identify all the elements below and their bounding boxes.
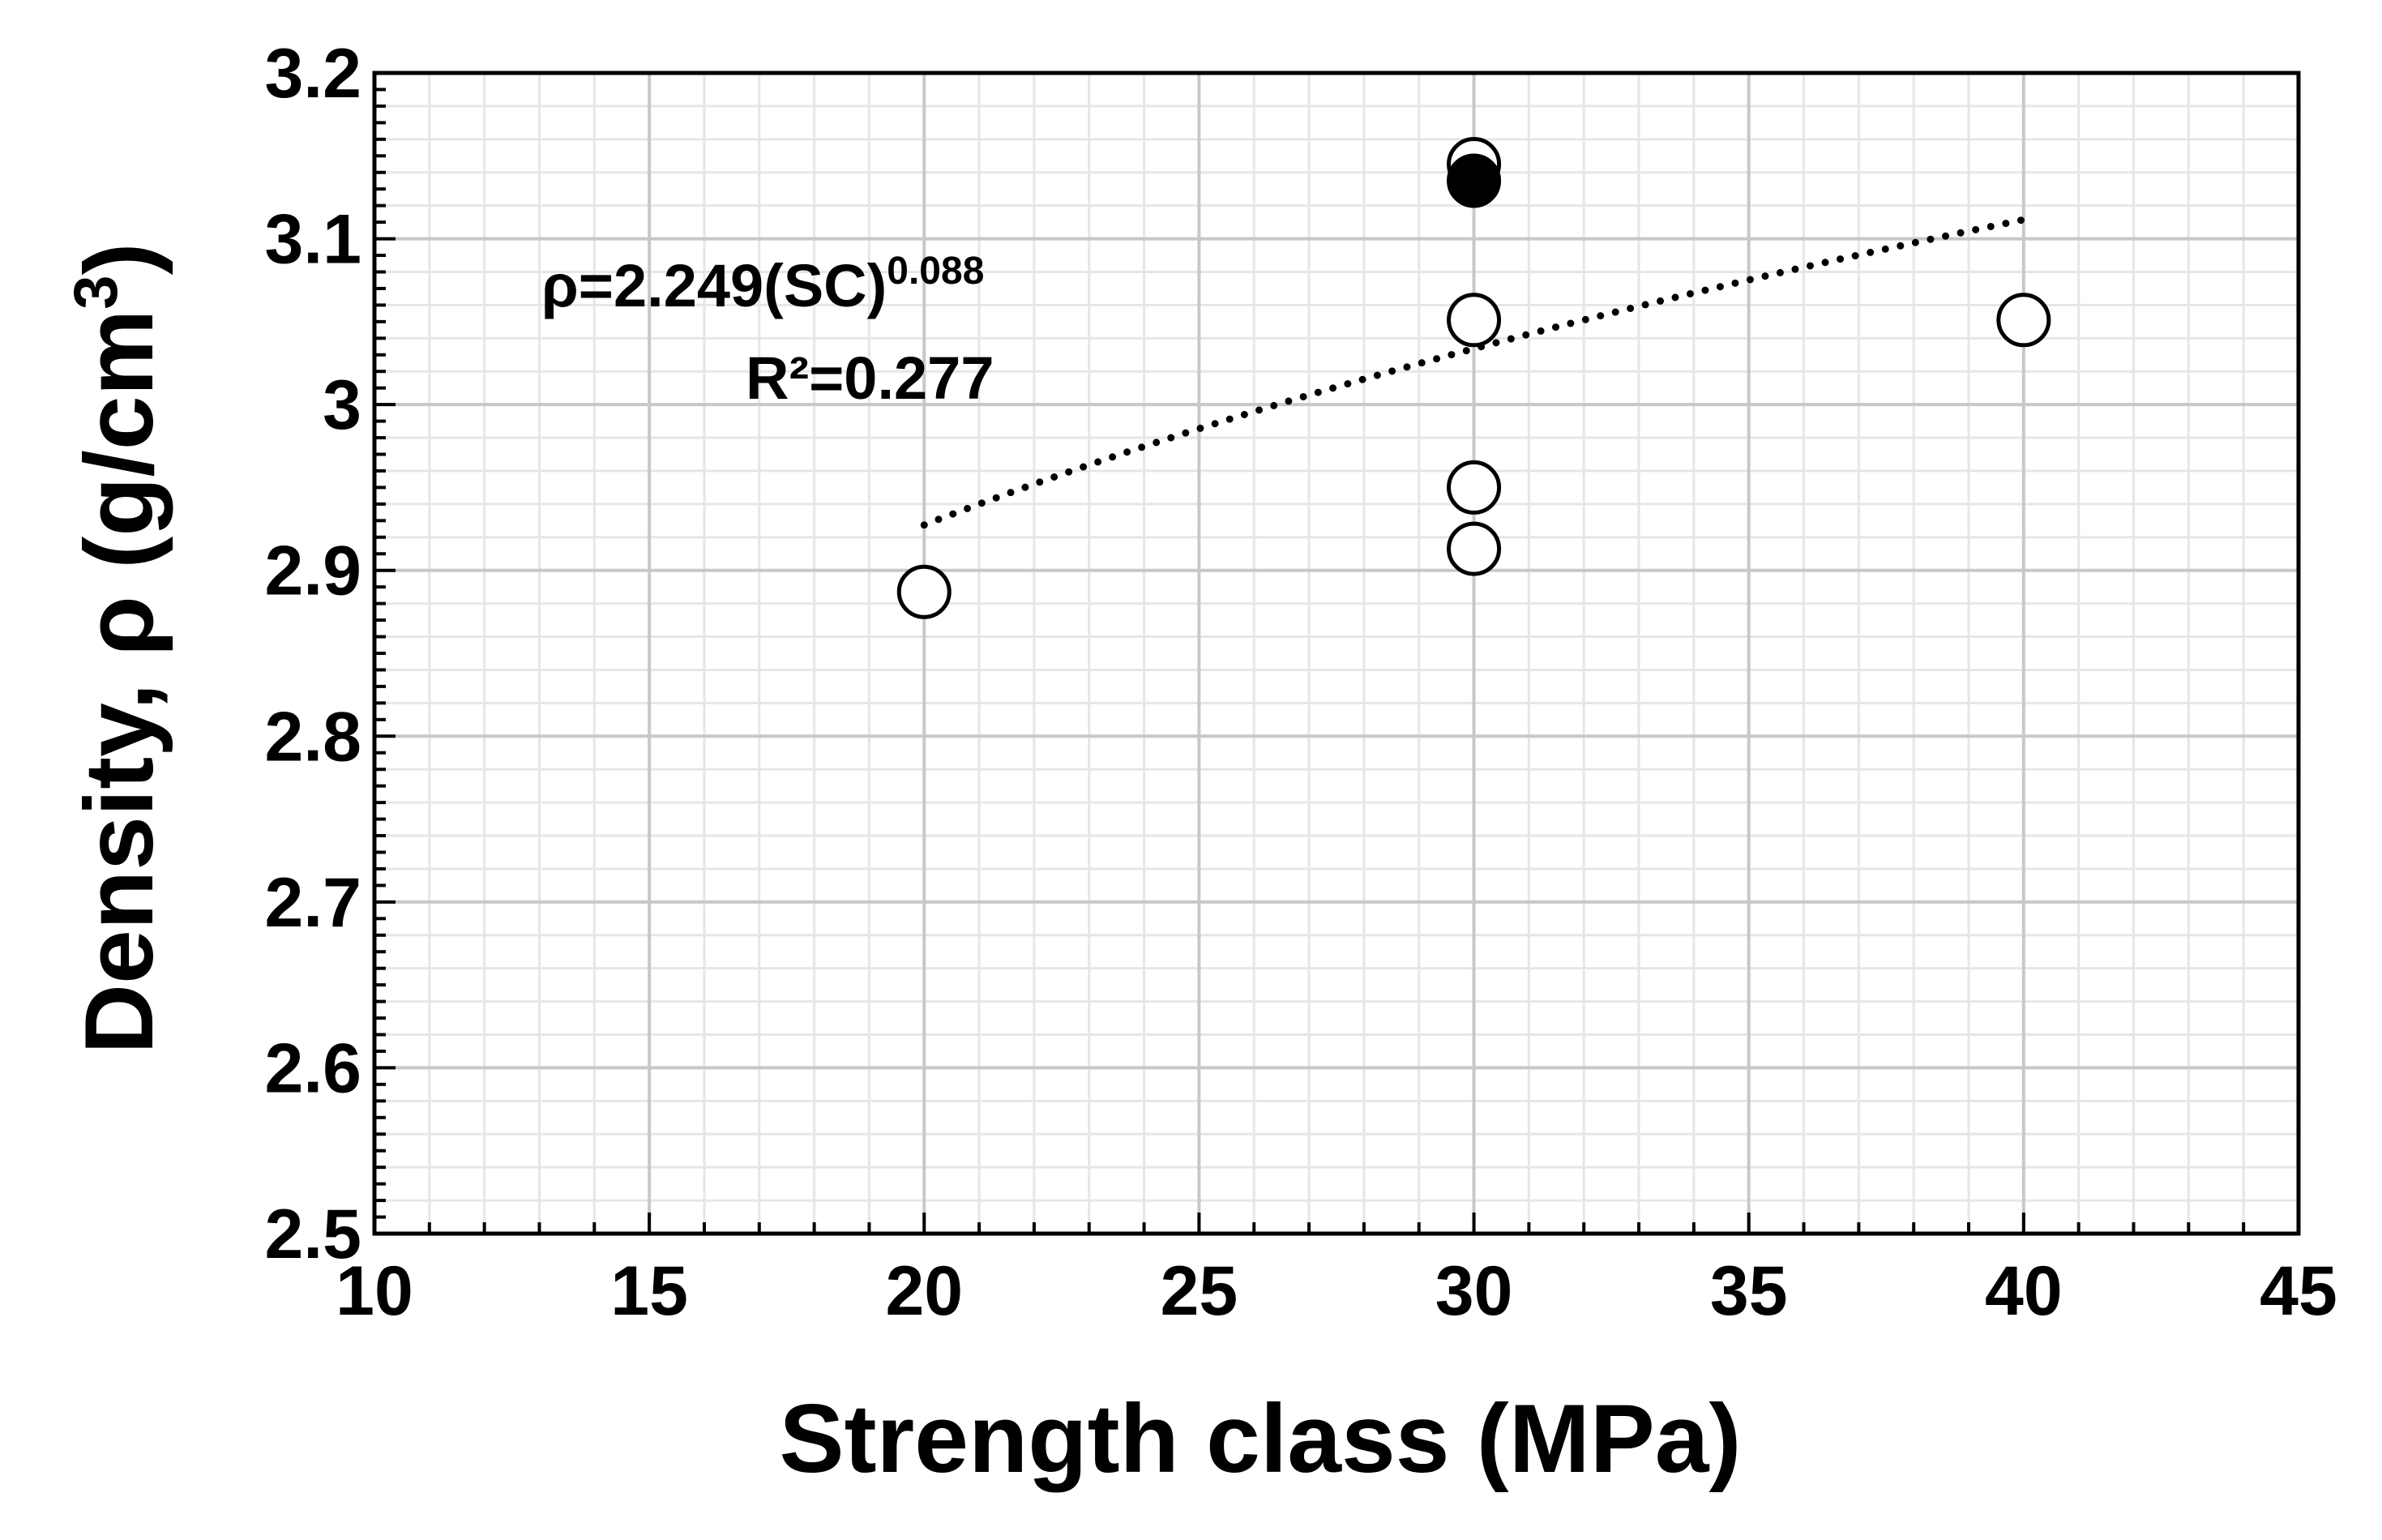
y-tick-label: 3 [323, 366, 361, 444]
plot-frame [372, 71, 2301, 1236]
y-tick-label: 2.6 [264, 1029, 361, 1107]
x-tick-labels: 10 15 20 25 30 35 40 45 [336, 1252, 2337, 1330]
fit-equation: ρ=2.249(SC)0.088 [541, 250, 984, 319]
y-tick-label: 2.8 [264, 698, 361, 776]
y-tick-label: 3.1 [264, 201, 361, 279]
y-axis-title-main: Density, ρ (g/cm [65, 310, 173, 1054]
y-tick-label: 2.9 [264, 533, 361, 610]
x-tick-label: 40 [1985, 1252, 2063, 1330]
power-fit-curve [920, 216, 2028, 529]
x-tick-label: 20 [885, 1252, 963, 1330]
open-data-point [896, 564, 952, 619]
fit-equation-exponent: 0.088 [887, 250, 984, 293]
open-data-point [1447, 460, 1502, 515]
y-axis-title-close: ) [65, 242, 173, 275]
y-axis-title-superscript: 3 [62, 275, 130, 309]
x-tick-label: 35 [1710, 1252, 1788, 1330]
x-tick-label: 15 [610, 1252, 688, 1330]
r-squared-label: R²=0.277 [746, 344, 994, 412]
filled-data-point [1447, 153, 1502, 208]
data-points [896, 137, 2051, 619]
y-tick-label: 2.7 [264, 864, 361, 942]
axis-ticks [373, 71, 2300, 1235]
x-axis-title: Strength class (MPa) [780, 1384, 1742, 1493]
open-data-point [1447, 293, 1502, 348]
x-tick-label: 25 [1161, 1252, 1238, 1330]
x-tick-label: 10 [336, 1252, 413, 1330]
y-axis-title: Density, ρ (g/cm3) [62, 242, 173, 1054]
minor-gridlines [374, 73, 2299, 1234]
open-data-point [1447, 521, 1502, 576]
fit-equation-main: ρ=2.249(SC) [541, 252, 887, 319]
open-data-point [1996, 293, 2051, 348]
y-tick-label: 3.2 [264, 35, 361, 113]
y-tick-label: 2.5 [264, 1196, 361, 1273]
x-tick-label: 45 [2260, 1252, 2337, 1330]
y-tick-labels: 2.5 2.6 2.7 2.8 2.9 3 3.1 3.2 [264, 35, 361, 1273]
major-gridlines [374, 73, 2299, 1234]
x-tick-label: 30 [1435, 1252, 1513, 1330]
